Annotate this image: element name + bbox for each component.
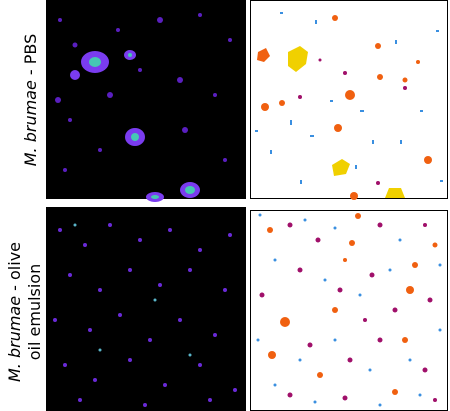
segmentation-map [250,210,448,411]
species: M. brumae [5,296,24,382]
row-label: M. brumae - PBS [21,34,40,167]
condition: - olive [5,242,24,296]
species: M. brumae [21,80,40,166]
segmentation-map [250,0,448,200]
row-label: M. brumae - olive [5,242,24,382]
micrograph [46,0,246,202]
condition: - PBS [21,34,40,80]
micrograph [46,207,246,411]
row-label: oil emulsion [25,264,44,361]
